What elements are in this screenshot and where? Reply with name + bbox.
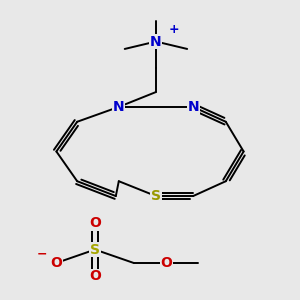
Text: +: +	[169, 23, 179, 36]
Text: O: O	[89, 269, 101, 283]
Text: N: N	[187, 100, 199, 114]
Text: O: O	[160, 256, 172, 270]
Text: S: S	[151, 189, 161, 203]
Text: N: N	[150, 34, 162, 49]
Text: −: −	[36, 248, 47, 260]
Text: N: N	[113, 100, 124, 114]
Text: O: O	[89, 216, 101, 230]
Text: O: O	[50, 256, 62, 270]
Text: S: S	[90, 243, 100, 256]
